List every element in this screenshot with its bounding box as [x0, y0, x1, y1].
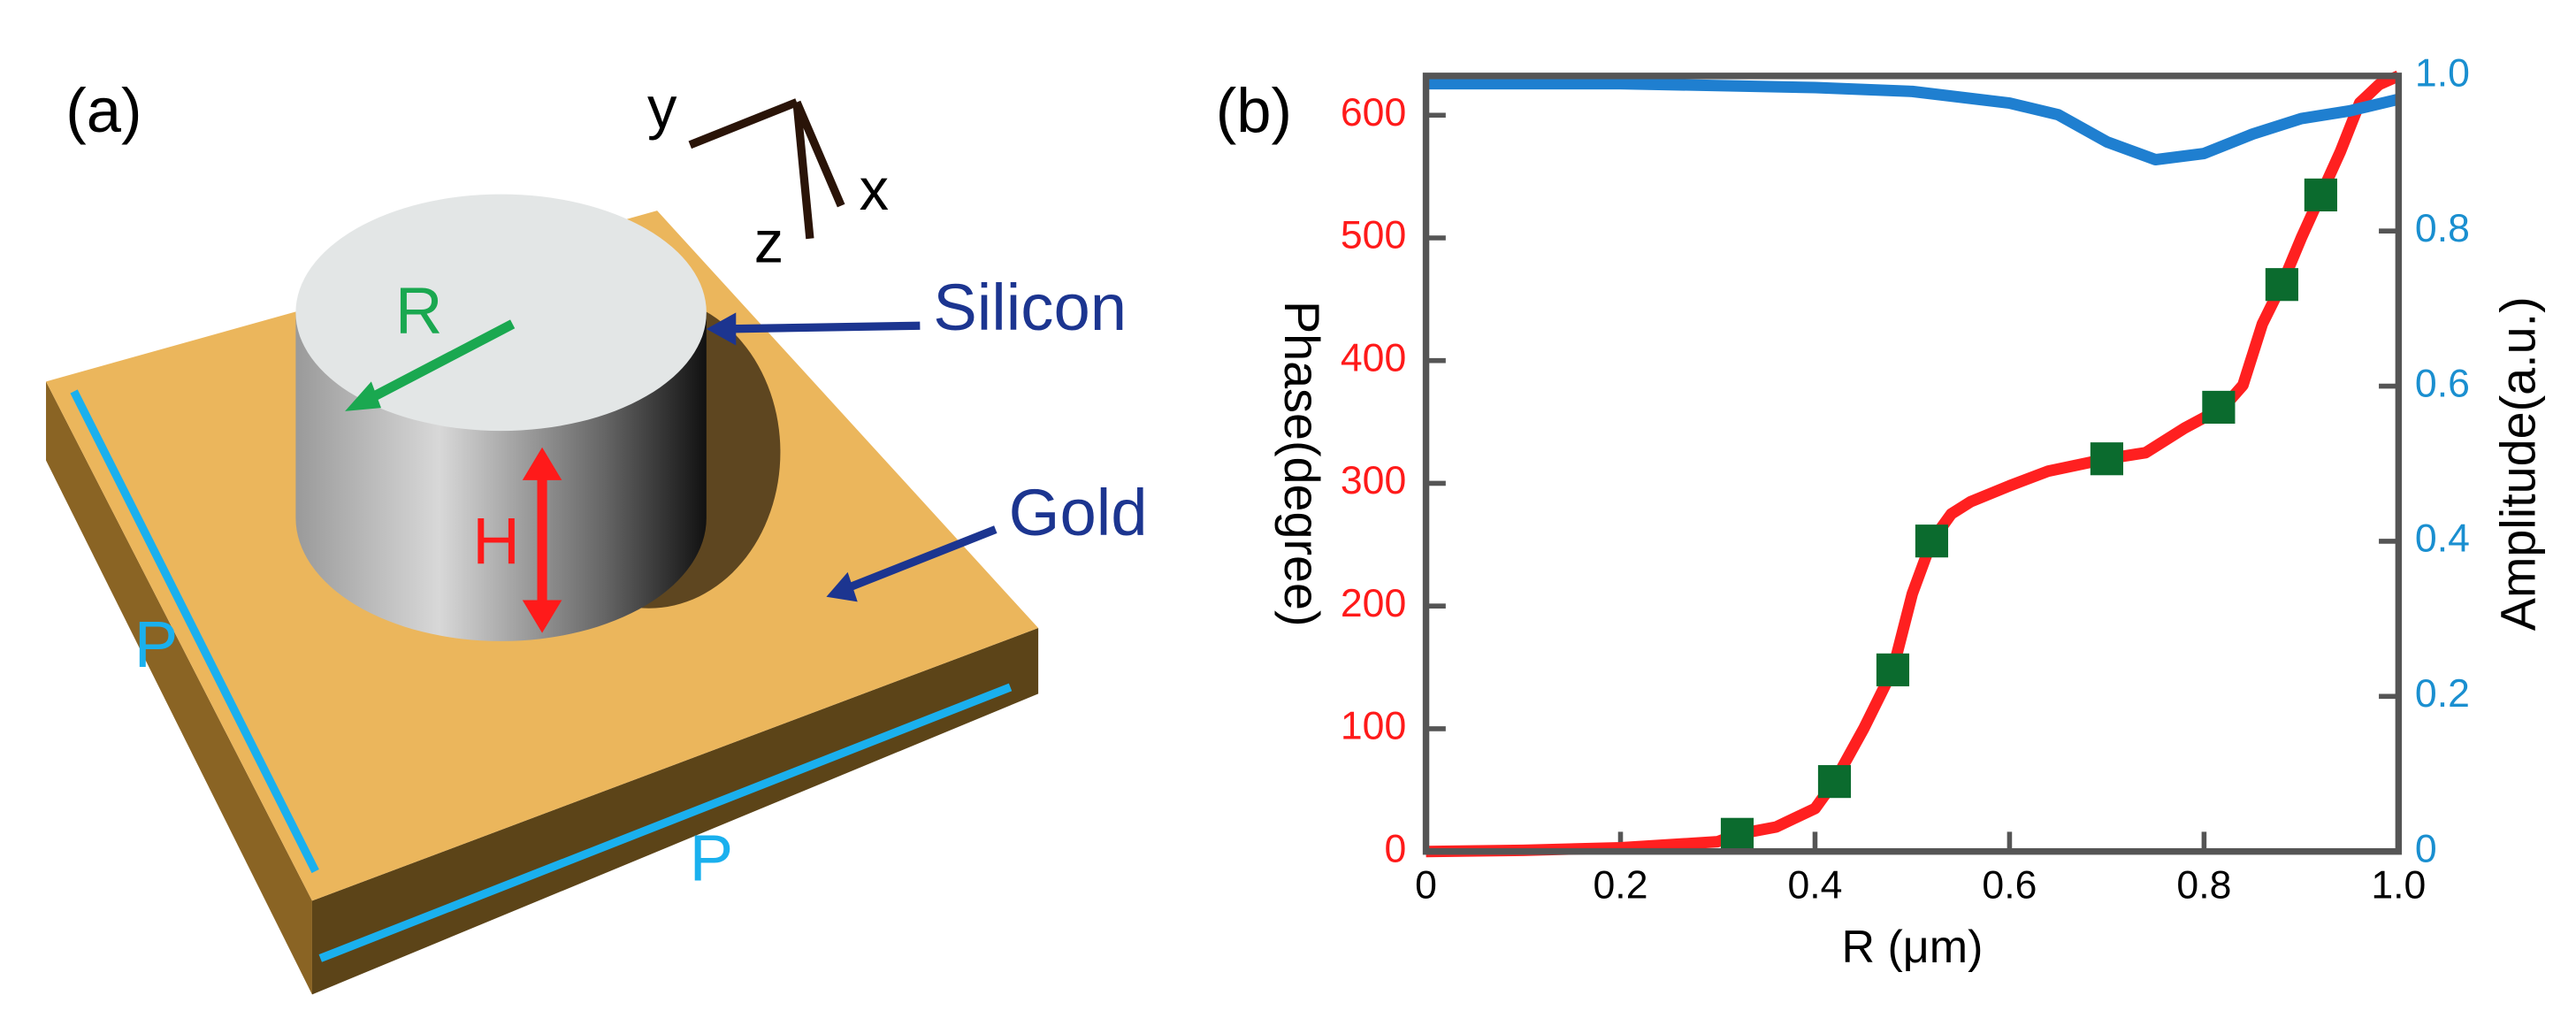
- period-arrow: [70, 389, 319, 874]
- radius-label: R: [395, 274, 443, 348]
- radius-arrow: [359, 319, 516, 408]
- y-tick-label: 200: [1341, 582, 1406, 625]
- series-line: [1426, 78, 2400, 166]
- axis-z-label: z: [754, 210, 784, 276]
- marker: [2265, 268, 2298, 302]
- silicon-label: Silicon: [933, 271, 1127, 344]
- panel-label: (a): [65, 75, 141, 145]
- y-tick-label: 600: [1341, 91, 1406, 134]
- diagram: (a) y x z R H P P Silicon Gold: [46, 74, 1148, 995]
- height-arrowhead: [522, 600, 562, 633]
- x-tick-label: 0.4: [1787, 863, 1842, 907]
- chart: (b) 0 0.2 0.4 0.6 0.8 1.001002003004005006000…: [1216, 52, 2546, 973]
- x-tick-label: 1.0: [2371, 863, 2426, 907]
- axis-y-label: y: [647, 74, 677, 141]
- coordinate-axes: [688, 98, 845, 240]
- y-tick-label: 100: [1341, 705, 1406, 748]
- marker: [2202, 390, 2236, 425]
- marker: [1720, 817, 1754, 851]
- pillar-top: [295, 194, 707, 432]
- period-label: P: [690, 821, 734, 894]
- pointer-arrow: [845, 525, 998, 593]
- y2-axis-label: Amplitude(a.u.): [2490, 296, 2545, 631]
- height-arrowhead: [522, 447, 562, 480]
- axis-x-label: x: [860, 157, 889, 223]
- y-tick-label: 0: [1384, 827, 1406, 870]
- x-tick-label: 0.2: [1594, 863, 1648, 907]
- marker: [1876, 653, 1910, 686]
- x-tick-label: 0.6: [1982, 863, 2037, 907]
- period-label: P: [134, 608, 179, 681]
- gold-left-side: [46, 381, 312, 995]
- radius-arrowhead: [345, 381, 382, 411]
- height-label: H: [472, 504, 520, 578]
- plot-frame: [1422, 73, 2403, 855]
- series-line: [1426, 70, 2401, 858]
- panel-label: (b): [1216, 75, 1292, 145]
- pointer-arrowhead: [706, 312, 737, 346]
- y2-tick-label: 1.0: [2415, 52, 2470, 96]
- marker: [1915, 524, 1949, 558]
- period-arrow: [318, 683, 1013, 962]
- marker: [1817, 765, 1852, 799]
- y2-tick-label: 0.4: [2415, 517, 2470, 561]
- y-axis-label: Phase(degree): [1274, 301, 1329, 627]
- marker: [2090, 442, 2123, 476]
- y-tick-label: 500: [1341, 214, 1406, 257]
- y2-tick-label: 0.8: [2415, 207, 2470, 250]
- marker: [2304, 178, 2337, 211]
- y2-tick-label: 0: [2415, 827, 2437, 870]
- y2-tick-label: 0.2: [2415, 672, 2470, 716]
- y2-tick-label: 0.6: [2415, 362, 2470, 405]
- x-axis-label: R (μm): [1841, 922, 1983, 973]
- y-tick-label: 300: [1341, 459, 1406, 502]
- x-tick-label: 0.8: [2176, 863, 2231, 907]
- gold-front-side: [311, 628, 1039, 995]
- y-tick-label: 400: [1341, 337, 1406, 380]
- pointer-arrow: [722, 321, 921, 333]
- x-tick-label: 0: [1415, 863, 1437, 907]
- gold-label: Gold: [1009, 476, 1148, 549]
- pointer-arrowhead: [826, 571, 858, 602]
